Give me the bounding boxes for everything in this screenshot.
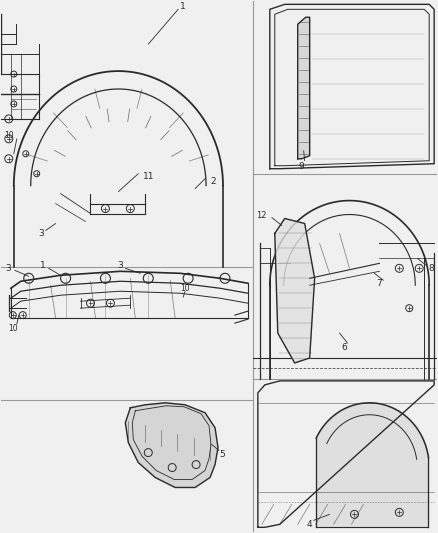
Text: 8: 8 — [428, 264, 434, 273]
Text: 10: 10 — [4, 131, 14, 140]
Text: 3: 3 — [5, 264, 11, 273]
Polygon shape — [298, 17, 310, 159]
Polygon shape — [275, 219, 314, 363]
Text: 10: 10 — [180, 284, 190, 293]
Text: 3: 3 — [38, 229, 43, 238]
Text: 6: 6 — [342, 343, 347, 352]
Text: 2: 2 — [210, 177, 216, 186]
Text: 11: 11 — [142, 172, 154, 181]
Text: 10: 10 — [8, 324, 18, 333]
Text: 12: 12 — [257, 211, 267, 220]
Polygon shape — [125, 403, 218, 488]
Text: 1: 1 — [180, 2, 186, 11]
Text: 3: 3 — [117, 261, 123, 270]
Text: 5: 5 — [219, 450, 225, 459]
Text: 4: 4 — [307, 520, 312, 529]
Text: 7: 7 — [377, 279, 382, 288]
Text: 1: 1 — [40, 261, 46, 270]
Text: 9: 9 — [299, 162, 304, 171]
